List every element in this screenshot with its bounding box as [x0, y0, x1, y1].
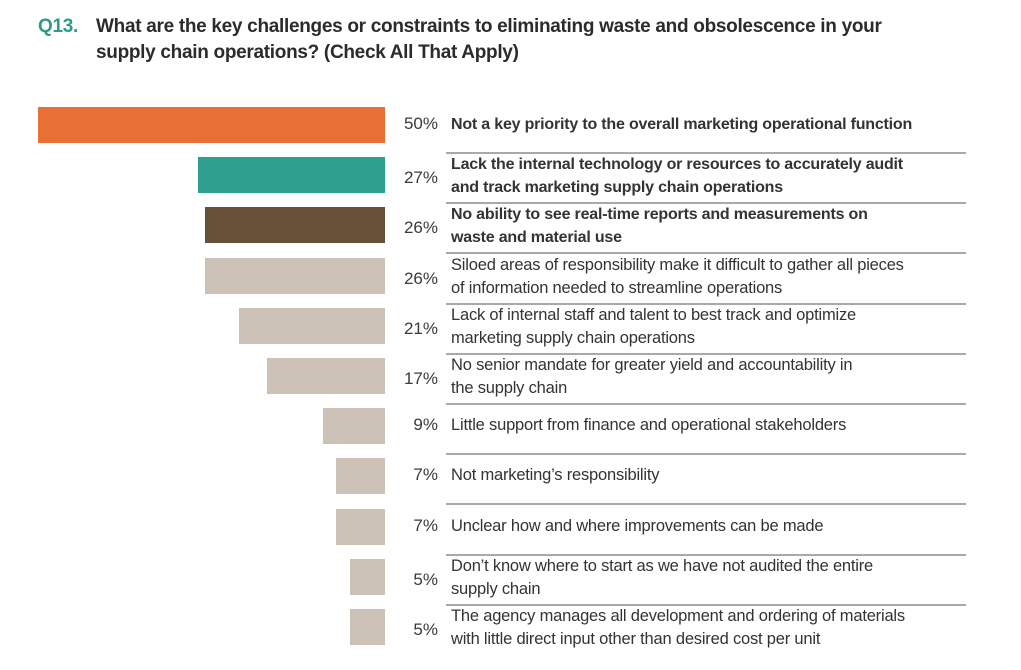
- category-label-line: Lack of internal staff and talent to bes…: [451, 305, 857, 324]
- row-divider: [446, 603, 966, 606]
- value-label: 5%: [413, 620, 438, 639]
- category-label-line: No senior mandate for greater yield and …: [451, 356, 853, 374]
- row-divider: [446, 302, 966, 305]
- category-label: Siloed areas of responsibility make it d…: [451, 254, 971, 300]
- chart-row: 26% No ability to see real-time reports a…: [0, 206, 1021, 257]
- category-label-line: Little support from finance and operatio…: [451, 416, 847, 435]
- value-label: 26%: [403, 268, 438, 288]
- category-label-line: the supply chain: [451, 379, 568, 397]
- category-label: Little support from finance and operatio…: [451, 414, 971, 437]
- row-divider: [446, 453, 966, 456]
- category-label: Lack of internal staff and talent to bes…: [451, 304, 971, 350]
- category-label-line: Not marketing’s responsibility: [451, 466, 660, 485]
- category-label: Not a key priority to the overall market…: [451, 113, 971, 136]
- bar: [205, 207, 385, 244]
- value-label: 7%: [413, 515, 438, 535]
- chart-row: 5% Don’t know where to start as we have n…: [0, 557, 1021, 609]
- chart-row: 50% Not a key priority to the overall mar…: [0, 107, 1021, 157]
- value-label: 26%: [403, 218, 438, 238]
- row-divider: [446, 403, 966, 405]
- chart-row: 9% Little support from finance and operat…: [0, 408, 1021, 458]
- category-label-line: and track marketing supply chain operati…: [451, 179, 783, 197]
- value-label: 21%: [403, 318, 438, 338]
- chart-row: 7% Unclear how and where improvements can…: [0, 508, 1021, 559]
- question-text: What are the key challenges or constrain…: [96, 16, 882, 63]
- question-number: Q13.: [38, 16, 78, 37]
- category-label-line: The agency manages all development and o…: [451, 607, 905, 625]
- category-label-line: Unclear how and where improvements can b…: [451, 516, 824, 535]
- row-divider: [446, 252, 966, 255]
- chart-row: 7% Not marketing’s responsibility: [0, 458, 1021, 508]
- category-label: No ability to see real-time reports and …: [451, 203, 971, 249]
- bar: [205, 257, 385, 294]
- row-divider: [446, 553, 966, 556]
- category-label-line: waste and material use: [451, 229, 622, 247]
- category-label-line: No ability to see real-time reports and …: [451, 206, 868, 224]
- chart-row: 17% No senior mandate for greater yield a…: [0, 356, 1021, 408]
- bar: [336, 458, 385, 495]
- row-divider: [446, 503, 966, 506]
- category-label: The agency manages all development and o…: [451, 605, 971, 651]
- chart-row: 26% Siloed areas of responsibility make i…: [0, 256, 1021, 308]
- bar: [323, 408, 385, 445]
- category-label-line: of information needed to streamline oper…: [451, 278, 783, 297]
- chart-row: 27% Lack the internal technology or resou…: [0, 156, 1021, 207]
- category-label-line: Lack the internal technology or resource…: [451, 156, 903, 174]
- bar: [38, 107, 385, 143]
- chart-title: Q13. What are the key challenges or cons…: [38, 14, 938, 66]
- value-label: 27%: [403, 168, 438, 188]
- value-label: 50%: [403, 114, 438, 133]
- category-label: Don’t know where to start as we have not…: [451, 555, 971, 601]
- category-label-line: Not a key priority to the overall market…: [451, 116, 913, 133]
- category-label: Not marketing’s responsibility: [451, 464, 971, 487]
- row-divider: [446, 202, 966, 205]
- row-divider: [446, 152, 966, 154]
- bar: [350, 558, 385, 595]
- category-label-line: with little direct input other than desi…: [451, 630, 821, 648]
- category-label-line: supply chain: [451, 579, 541, 598]
- category-label-line: Siloed areas of responsibility make it d…: [451, 255, 904, 274]
- bar: [336, 508, 385, 545]
- category-label-line: marketing supply chain operations: [451, 328, 695, 347]
- bar: [350, 609, 385, 645]
- category-label: Unclear how and where improvements can b…: [451, 515, 971, 538]
- bar: [239, 307, 385, 344]
- row-divider: [446, 352, 966, 355]
- category-label-line: Don’t know where to start as we have not…: [451, 556, 874, 575]
- category-label: No senior mandate for greater yield and …: [451, 354, 971, 400]
- value-label: 17%: [403, 369, 438, 388]
- value-label: 9%: [413, 415, 438, 435]
- value-label: 5%: [413, 569, 438, 589]
- bar: [198, 157, 385, 194]
- chart-row: 21% Lack of internal staff and talent to …: [0, 306, 1021, 358]
- chart-row: 5% The agency manages all development and…: [0, 607, 1021, 659]
- value-label: 7%: [413, 465, 438, 485]
- bar: [267, 358, 385, 394]
- category-label: Lack the internal technology or resource…: [451, 153, 971, 199]
